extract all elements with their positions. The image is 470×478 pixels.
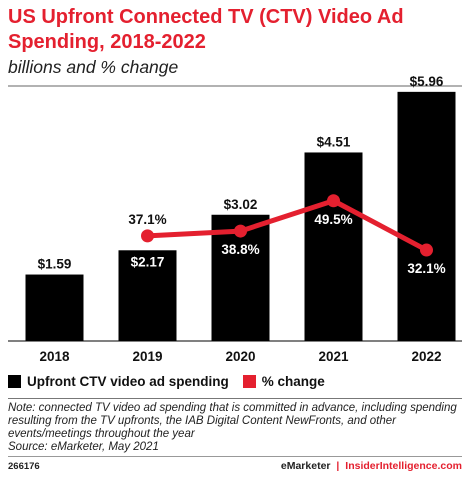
change-point-2019 [141,229,154,243]
note-divider [8,398,462,399]
legend-label-change: % change [261,374,325,389]
x-tick-label-2018: 2018 [39,349,70,364]
legend-item-spending: Upfront CTV video ad spending [8,374,229,389]
bar-value-label-2020: $3.02 [224,197,258,212]
legend-swatch-change [242,375,256,388]
x-tick-label-2021: 2021 [318,349,349,364]
bar-value-label-2018: $1.59 [38,257,72,272]
chart-note: Note: connected TV video ad spending tha… [8,402,466,454]
footer-divider [8,456,462,457]
x-tick-label-2020: 2020 [225,349,255,364]
note-text: Note: connected TV video ad spending tha… [8,402,457,440]
bar-2022 [397,91,456,341]
chart-title: US Upfront Connected TV (CTV) Video Ad S… [8,6,404,53]
legend-item-change: % change [242,374,325,389]
bar-value-label-2021: $4.51 [317,134,351,149]
change-line [147,198,428,253]
bar-2019 [118,250,177,341]
bar-value-label-2022: $5.96 [410,74,444,89]
x-tick-label-2022: 2022 [411,349,441,364]
bar-2018 [25,274,84,341]
change-point-2020 [234,224,247,238]
change-point-2022 [420,243,433,257]
change-value-label-2020: 38.8% [221,242,259,257]
bars-layer [25,91,456,341]
line-layer [141,194,433,257]
brand-emarketer: eMarketer [280,460,331,472]
chart-subtitle: billions and % change [8,57,179,77]
legend: Upfront CTV video ad spending % change [8,374,339,389]
labels-layer: 2018 2019 2020 2021 2022 $1.59 $2.17 $3.02 $4.51… [38,74,446,364]
change-point-2021 [327,194,340,208]
change-value-label-2021: 49.5% [314,212,352,227]
x-tick-label-2019: 2019 [132,349,162,364]
bar-2021 [304,152,363,341]
brand-footer: eMarketer | InsiderIntelligence.com [281,460,462,472]
source-text: Source: eMarketer, May 2021 [8,441,159,453]
change-value-label-2019: 37.1% [128,212,166,227]
legend-swatch-spending [8,375,21,388]
legend-label-spending: Upfront CTV video ad spending [27,374,229,389]
bar-value-label-2019: $2.17 [131,254,165,269]
change-value-label-2022: 32.1% [407,261,445,276]
chart-id: 266176 [8,461,40,472]
brand-insider-intelligence: InsiderIntelligence.com [345,460,462,472]
brand-separator: | [336,460,340,472]
